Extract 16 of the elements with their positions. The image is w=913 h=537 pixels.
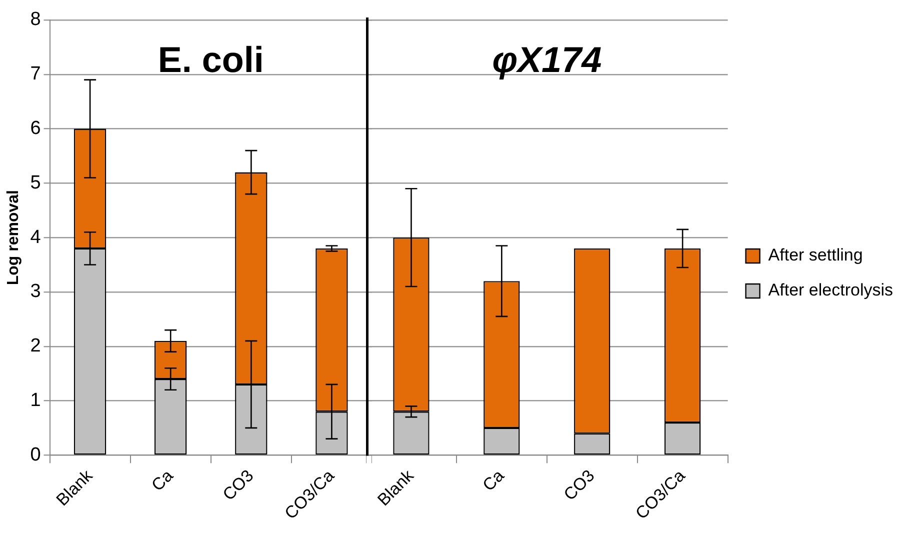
y-tick-label: 8 bbox=[30, 9, 41, 30]
y-tick-label: 3 bbox=[30, 281, 41, 302]
text: E. coli bbox=[158, 38, 264, 80]
x-tick-label: Ca bbox=[479, 466, 508, 495]
y-tick-label: 1 bbox=[30, 390, 41, 411]
y-tick-label: 4 bbox=[30, 226, 42, 248]
y-tick-label: 5 bbox=[30, 172, 41, 194]
x-tick-label: Ca bbox=[148, 466, 178, 495]
y-tick-label: 7 bbox=[30, 64, 41, 85]
legend-label: After settling bbox=[768, 246, 863, 265]
y-axis-title: Log removal bbox=[5, 190, 22, 286]
y-tick-label: 2 bbox=[30, 336, 41, 357]
text: φX174 bbox=[492, 38, 602, 80]
y-tick-label: 0 bbox=[30, 444, 41, 466]
y-tick-label: 6 bbox=[30, 118, 41, 140]
legend-label: After electrolysis bbox=[768, 280, 893, 300]
